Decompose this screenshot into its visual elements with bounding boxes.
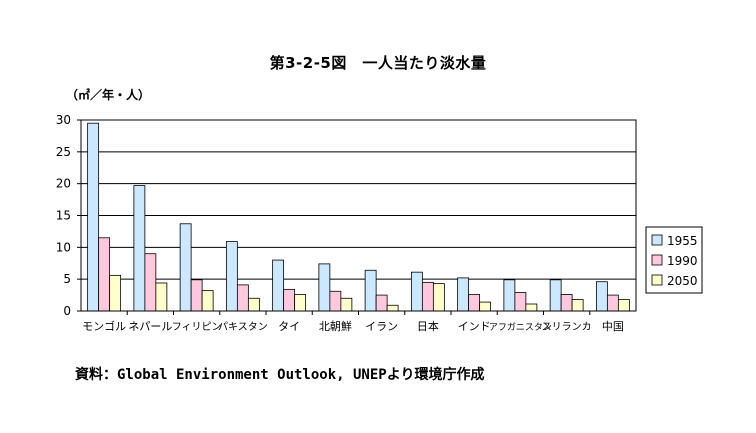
bar-1955-10	[503, 279, 516, 312]
source-note: 資料：Global Environment Outlook, UNEPより環境庁…	[75, 367, 485, 383]
x-tick-label: モンゴル	[82, 319, 126, 333]
bar-2050-12	[617, 299, 630, 312]
bar-1990-12	[606, 294, 619, 312]
y-tick-label: 15	[56, 209, 71, 223]
bar-1955-6	[318, 263, 331, 312]
gridlines	[81, 151, 636, 280]
x-tick-label: アフガニスタン	[489, 322, 552, 333]
legend-swatch-1955	[651, 234, 663, 246]
x-tick-label: タイ	[278, 320, 300, 333]
bar-1990-6	[329, 290, 342, 312]
bar-1955-8	[410, 271, 423, 312]
bar-1955-3	[179, 223, 192, 312]
bar-2050-5	[294, 294, 307, 312]
x-tick-label: 中国	[602, 320, 624, 333]
bar-2050-7	[386, 304, 399, 312]
y-tick-labels: 0 5 10 15 20 25 30	[56, 113, 71, 318]
x-tick-label: イラン	[365, 320, 398, 333]
bar-1955-9	[457, 277, 470, 312]
bar-2050-10	[525, 303, 538, 312]
bar-2050-8	[432, 283, 445, 312]
bar-2050-2	[155, 282, 168, 312]
bar-2050-1	[109, 274, 122, 312]
bar-1990-11	[560, 294, 573, 312]
x-tick-label: インド	[458, 320, 491, 333]
legend-swatch-1990	[651, 254, 663, 266]
bar-1990-3	[190, 279, 203, 312]
y-tick-label: 30	[56, 113, 71, 127]
bar-1990-1	[98, 237, 111, 312]
legend: 1955 1990 2050	[645, 226, 703, 294]
legend-label-1990: 1990	[667, 254, 698, 268]
bar-2050-4	[247, 297, 260, 312]
bar-1990-8	[421, 281, 434, 312]
x-tick-label: 北朝鮮	[319, 319, 352, 333]
x-tick-label: ネパール	[128, 320, 172, 333]
bar-1990-10	[514, 292, 527, 312]
x-tick-label: 日本	[417, 319, 439, 333]
x-tick-label: スリランカ	[542, 321, 592, 333]
y-tick-label: 5	[63, 272, 71, 286]
bar-1990-2	[144, 253, 157, 312]
x-tick-label: パキスタン	[218, 321, 268, 333]
bar-1990-9	[468, 294, 481, 312]
bars	[87, 122, 630, 312]
legend-label-2050: 2050	[667, 274, 698, 288]
bar-1955-11	[549, 279, 562, 312]
chart-title: 第3-2-5図 一人当たり淡水量	[269, 54, 487, 72]
y-axis-unit-label: （㎡／年・人）	[66, 88, 151, 102]
y-tick-label: 25	[56, 145, 71, 159]
legend-label-1955: 1955	[667, 234, 698, 248]
bar-1955-7	[364, 269, 377, 312]
bar-1955-2	[133, 185, 146, 312]
bar-2050-11	[571, 299, 584, 312]
bar-1955-1	[87, 122, 100, 312]
bar-1990-4	[236, 284, 249, 312]
y-tick-label: 20	[56, 177, 71, 191]
bar-1955-4	[225, 241, 238, 312]
bar-1990-7	[375, 294, 388, 312]
axes	[77, 119, 637, 315]
x-tick-label: フィリピン	[172, 321, 222, 333]
bar-2050-3	[201, 290, 214, 312]
bar-1990-5	[283, 288, 296, 312]
legend-swatch-2050	[651, 274, 663, 286]
bar-2050-9	[479, 301, 492, 312]
bar-1955-12	[595, 281, 608, 312]
bar-2050-6	[340, 297, 353, 312]
bar-1955-5	[272, 259, 285, 312]
y-tick-label: 0	[63, 304, 71, 318]
y-tick-label: 10	[56, 240, 71, 254]
